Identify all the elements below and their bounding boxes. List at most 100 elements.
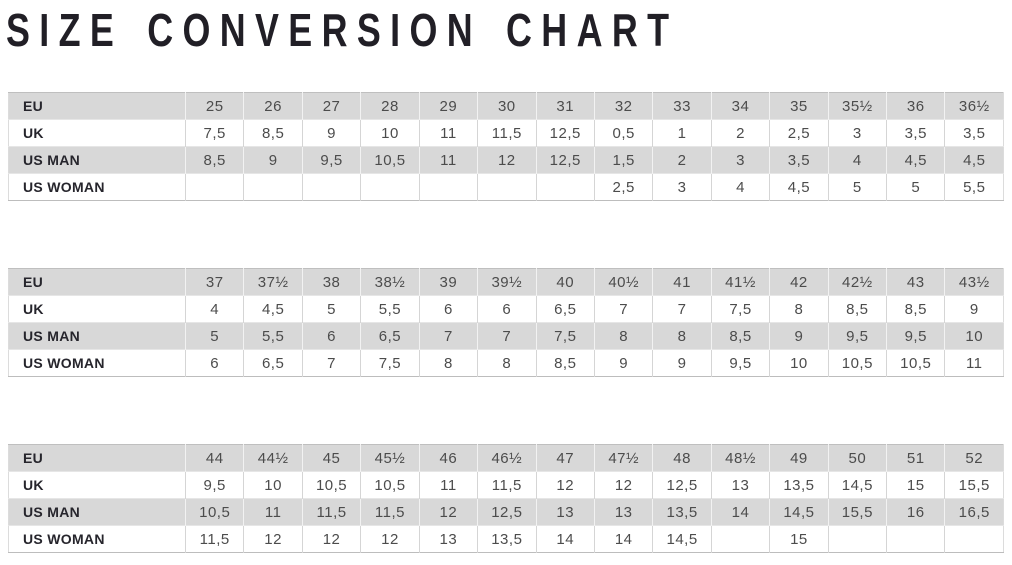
size-cell: 47 — [535, 444, 595, 472]
size-cell: 46½ — [477, 444, 537, 472]
size-conversion-table-2: EU 37 37½ 38 38½ 39 39½ 40 40½ 41 41½ 42 42½ 43 43½ UK 4… — [8, 268, 1004, 377]
size-cell: 44½ — [243, 444, 303, 472]
size-cell: 15,5 — [827, 498, 887, 526]
size-cell: 38½ — [360, 268, 420, 296]
size-cell: 8,5 — [827, 295, 887, 323]
size-cell: 9 — [769, 322, 829, 350]
size-cell: 12,5 — [652, 471, 712, 499]
size-cell — [360, 173, 420, 201]
size-cell: 11 — [243, 498, 303, 526]
size-cell: 3,5 — [886, 119, 945, 147]
size-cell: 8,5 — [710, 322, 770, 350]
size-cell: 12 — [418, 498, 478, 526]
size-cell: 41 — [652, 268, 712, 296]
size-cell: 41½ — [710, 268, 770, 296]
size-cell: 49 — [769, 444, 829, 472]
table-row: EU 25 26 27 28 29 30 31 32 33 34 35 35½ 36 36½ — [8, 92, 1004, 120]
row-label: EU — [23, 274, 44, 290]
size-cell: 42½ — [827, 268, 887, 296]
row-label: US MAN — [8, 146, 186, 174]
size-cell: 6 — [301, 322, 361, 350]
size-cell: 13 — [418, 525, 478, 553]
size-cell: 3 — [827, 119, 887, 147]
table-row: US MAN 10,5 11 11,5 11,5 12 12,5 13 13 13,5 14 14,5… — [8, 498, 1004, 526]
size-cell: 7 — [418, 322, 478, 350]
size-cell — [418, 173, 478, 201]
size-cell: 37 — [184, 268, 244, 296]
size-cell: 11,5 — [360, 498, 420, 526]
size-cell: 12 — [301, 525, 361, 553]
size-cell: 7,5 — [535, 322, 595, 350]
size-cell: 11,5 — [477, 471, 537, 499]
size-cell: 28 — [360, 92, 420, 120]
size-cell: 10 — [944, 322, 1004, 350]
size-cell: 10,5 — [301, 471, 361, 499]
size-cell — [886, 525, 945, 553]
size-cell: 10,5 — [184, 498, 244, 526]
size-cell: 25 — [184, 92, 244, 120]
size-cell: 3 — [652, 173, 712, 201]
size-cell: 15 — [769, 525, 829, 553]
size-cell: 37½ — [243, 268, 303, 296]
size-cell: 27 — [301, 92, 361, 120]
size-cell: 8 — [652, 322, 712, 350]
size-cell: 0,5 — [593, 119, 653, 147]
size-cell: 36½ — [944, 92, 1004, 120]
size-cell: 5,5 — [360, 295, 420, 323]
size-cell: 26 — [243, 92, 303, 120]
size-cell: 12 — [360, 525, 420, 553]
size-cell: 7,5 — [360, 349, 420, 377]
size-cell: 51 — [886, 444, 945, 472]
size-cell: 35½ — [827, 92, 887, 120]
size-cell: 14,5 — [827, 471, 887, 499]
size-cell: 36 — [886, 92, 945, 120]
size-cell: 10,5 — [360, 471, 420, 499]
size-cell: 8,5 — [535, 349, 595, 377]
size-cell: 2 — [710, 119, 770, 147]
size-cell: 9 — [652, 349, 712, 377]
size-cell: 12 — [593, 471, 653, 499]
size-cell — [184, 173, 244, 201]
size-cell: 50 — [827, 444, 887, 472]
size-cell: 12 — [243, 525, 303, 553]
size-cell: 32 — [593, 92, 653, 120]
size-cell: 11 — [944, 349, 1004, 377]
size-cell: 40 — [535, 268, 595, 296]
size-cell — [535, 173, 595, 201]
size-cell: 8,5 — [243, 119, 303, 147]
table-row: EU 44 44½ 45 45½ 46 46½ 47 47½ 48 48½ 49 50 51 52 — [8, 444, 1004, 472]
size-cell: 2,5 — [769, 119, 829, 147]
size-cell: 14 — [710, 498, 770, 526]
table-row: EU 37 37½ 38 38½ 39 39½ 40 40½ 41 41½ 42 42½ 43 43½ — [8, 268, 1004, 296]
size-cell: 13,5 — [769, 471, 829, 499]
size-cell: 12,5 — [477, 498, 537, 526]
size-cell: 4,5 — [944, 146, 1004, 174]
table-row: US MAN 5 5,5 6 6,5 7 7 7,5 8 8 8,5 9 9,5 9,5 10 — [8, 322, 1004, 350]
size-cell: 7 — [593, 295, 653, 323]
size-cell: 9,5 — [710, 349, 770, 377]
size-cell: 12,5 — [535, 119, 595, 147]
size-cell: 9,5 — [301, 146, 361, 174]
size-cell: 10 — [769, 349, 829, 377]
row-label: EU — [23, 98, 44, 114]
size-cell: 12 — [477, 146, 537, 174]
row-label: EU — [23, 450, 44, 466]
size-cell: 8,5 — [184, 146, 244, 174]
size-cell: 8 — [477, 349, 537, 377]
size-cell: 9 — [944, 295, 1004, 323]
size-cell: 46 — [418, 444, 478, 472]
size-cell: 15 — [886, 471, 945, 499]
row-label: US MAN — [8, 322, 186, 350]
size-cell: 2,5 — [593, 173, 653, 201]
page-title: SIZE CONVERSION CHART — [6, 4, 679, 56]
size-cell — [477, 173, 537, 201]
size-cell: 34 — [710, 92, 770, 120]
row-label: US WOMAN — [8, 349, 186, 377]
table-row: US MAN 8,5 9 9,5 10,5 11 12 12,5 1,5 2 3 3,5 4 4,5 4,5 — [8, 146, 1004, 174]
size-cell: 11,5 — [477, 119, 537, 147]
size-cell: 38 — [301, 268, 361, 296]
size-conversion-table-3: EU 44 44½ 45 45½ 46 46½ 47 47½ 48 48½ 49 50 51 52 UK 9,5… — [8, 444, 1004, 553]
size-cell: 6 — [477, 295, 537, 323]
size-cell: 8 — [593, 322, 653, 350]
size-cell: 35 — [769, 92, 829, 120]
